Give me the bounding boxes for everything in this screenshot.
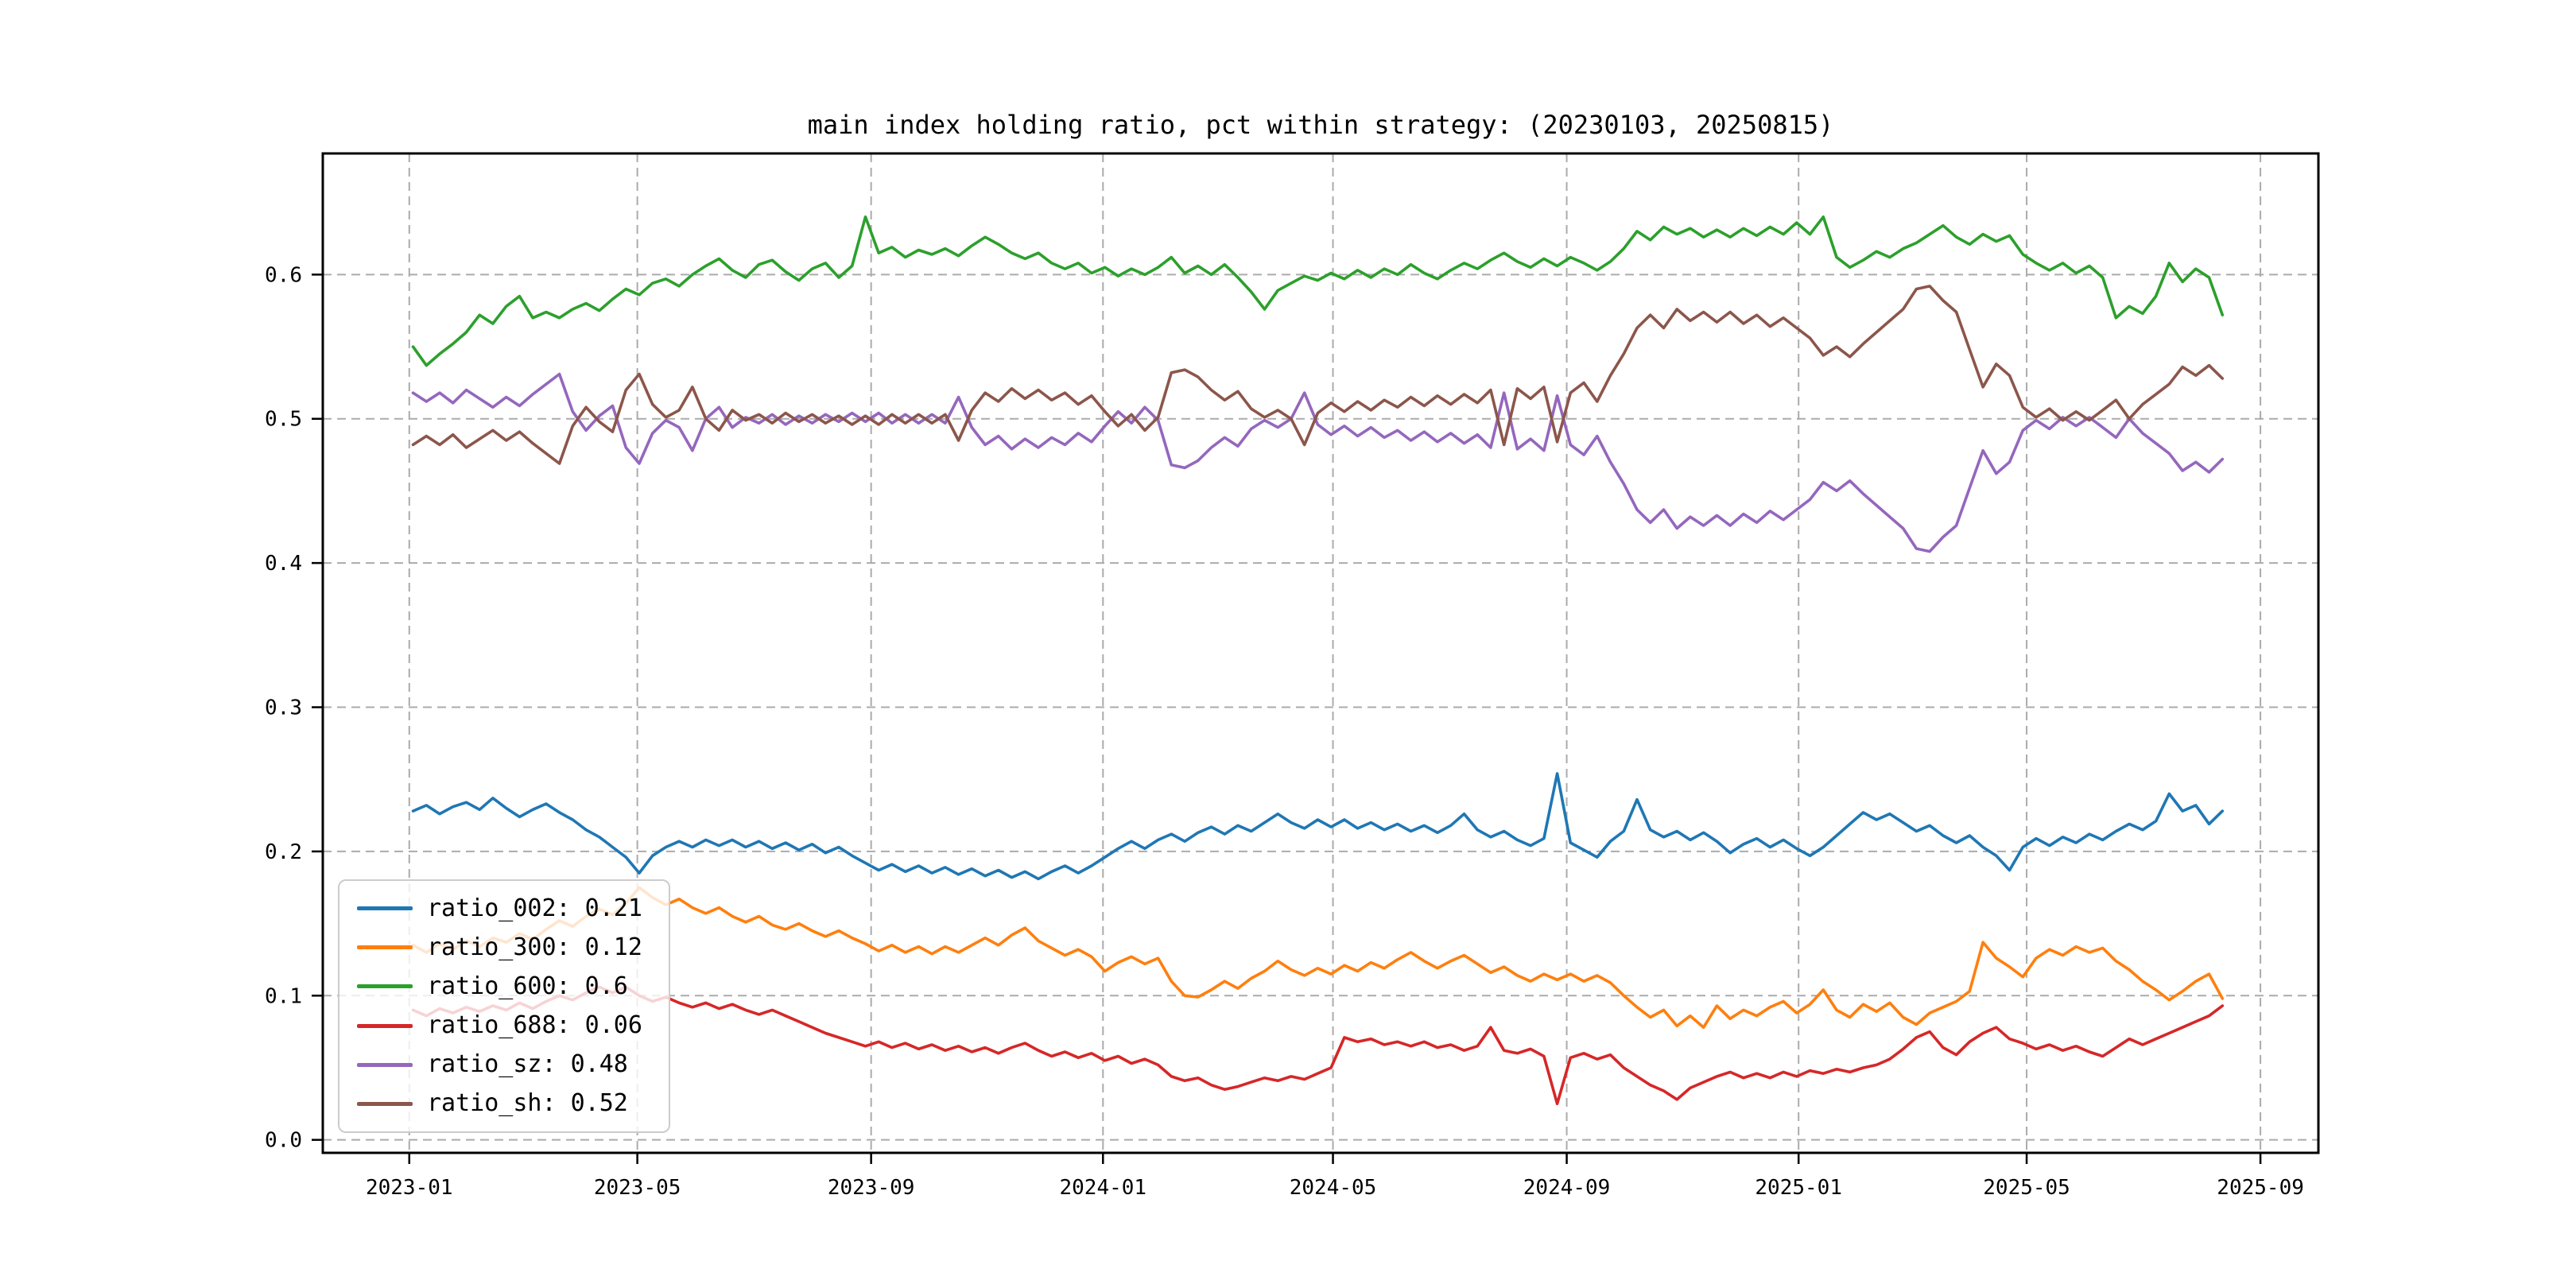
x-tick-label: 2024-01: [1060, 1176, 1147, 1200]
legend-label: ratio_600: 0.6: [427, 972, 628, 1000]
series-line-ratio_600: [411, 215, 2225, 367]
legend-label: ratio_sz: 0.48: [427, 1050, 628, 1079]
legend-entry-ratio_002: ratio_002: 0.21: [357, 894, 669, 922]
series-line-ratio_002: [411, 772, 2225, 881]
legend-entry-ratio_sh: ratio_sh: 0.52: [357, 1092, 669, 1115]
legend-entry-ratio_sz: ratio_sz: 0.48: [357, 1053, 669, 1077]
legend-entry-ratio_300: ratio_300: 0.12: [357, 933, 669, 961]
y-tick-label: 0.0: [265, 1129, 302, 1153]
x-tick-label: 2023-05: [594, 1176, 681, 1200]
legend-entry-ratio_688: ratio_688: 0.06: [357, 1014, 669, 1038]
y-tick-label: 0.4: [265, 552, 302, 576]
x-tick-label: 2023-09: [828, 1176, 915, 1200]
axes: 2023-01 2023-05 2023-09 2024-01 2024-05 2024-…: [265, 152, 2320, 1200]
x-tick-label: 2025-09: [2217, 1176, 2304, 1200]
legend-line-swatch: [357, 906, 413, 911]
series-line-ratio_688: [411, 985, 2225, 1106]
series-line-ratio_300: [411, 886, 2225, 1029]
grid-lines: [323, 153, 2318, 1153]
data-series-lines: [411, 215, 2225, 1106]
x-tick-label: 2025-05: [1983, 1176, 2070, 1200]
series-line-ratio_sh: [411, 285, 2225, 465]
legend-line-swatch: [357, 1101, 413, 1106]
legend-line-swatch: [357, 1023, 413, 1028]
legend: ratio_002: 0.21 ratio_300: 0.12 ratio_600:…: [338, 879, 670, 1133]
legend-label: ratio_688: 0.06: [427, 1011, 642, 1040]
legend-line-swatch: [357, 1062, 413, 1067]
y-tick-label: 0.5: [265, 408, 302, 432]
x-tick-label: 2023-01: [366, 1176, 453, 1200]
y-tick-label: 0.1: [265, 984, 302, 1008]
x-tick-label: 2024-09: [1523, 1176, 1611, 1200]
series-line-ratio_sz: [411, 372, 2225, 553]
legend-line-swatch: [357, 984, 413, 989]
y-tick-label: 0.3: [265, 696, 302, 720]
chart-title: main index holding ratio, pct within str…: [808, 110, 1834, 140]
x-tick-label: 2025-01: [1755, 1176, 1842, 1200]
legend-entry-ratio_600: ratio_600: 0.6: [357, 972, 669, 1000]
y-tick-label: 0.6: [265, 263, 302, 287]
legend-label: ratio_300: 0.12: [427, 933, 642, 961]
legend-label: ratio_002: 0.21: [427, 894, 642, 922]
legend-label: ratio_sh: 0.52: [427, 1089, 628, 1118]
legend-line-swatch: [357, 945, 413, 950]
y-tick-label: 0.2: [265, 840, 302, 864]
x-tick-label: 2024-05: [1290, 1176, 1377, 1200]
